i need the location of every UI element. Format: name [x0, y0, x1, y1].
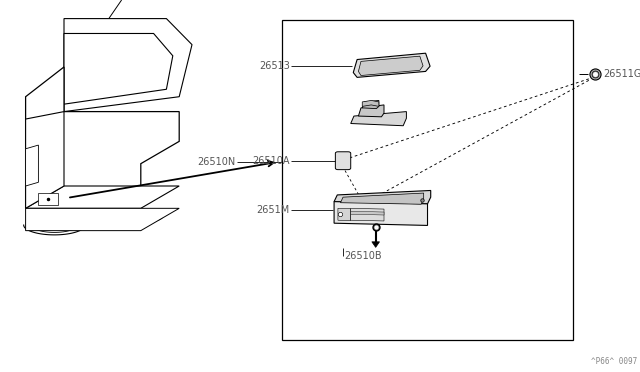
- Polygon shape: [334, 190, 431, 204]
- Polygon shape: [362, 100, 379, 106]
- Polygon shape: [362, 100, 379, 109]
- Polygon shape: [351, 211, 384, 215]
- Text: 26510A: 26510A: [252, 156, 290, 166]
- Text: 26510N: 26510N: [197, 157, 236, 167]
- Polygon shape: [26, 67, 179, 208]
- Polygon shape: [358, 105, 384, 117]
- Polygon shape: [353, 53, 430, 77]
- Polygon shape: [26, 208, 179, 231]
- Polygon shape: [64, 33, 173, 104]
- Polygon shape: [358, 56, 423, 76]
- Polygon shape: [340, 193, 424, 204]
- Text: 26511G: 26511G: [603, 70, 640, 79]
- Polygon shape: [26, 186, 179, 208]
- Bar: [282, 20, 573, 340]
- Polygon shape: [338, 208, 351, 221]
- Polygon shape: [64, 19, 192, 112]
- Polygon shape: [38, 193, 58, 205]
- Polygon shape: [351, 112, 406, 126]
- Polygon shape: [351, 208, 384, 221]
- Polygon shape: [334, 202, 428, 225]
- Text: ^P66^ 0097: ^P66^ 0097: [591, 357, 637, 366]
- Text: 26510B: 26510B: [344, 251, 382, 261]
- Polygon shape: [26, 145, 38, 186]
- Text: 2651M: 2651M: [257, 205, 290, 215]
- Polygon shape: [26, 112, 64, 208]
- FancyBboxPatch shape: [335, 152, 351, 170]
- Polygon shape: [372, 242, 380, 247]
- Text: 26513: 26513: [259, 61, 290, 71]
